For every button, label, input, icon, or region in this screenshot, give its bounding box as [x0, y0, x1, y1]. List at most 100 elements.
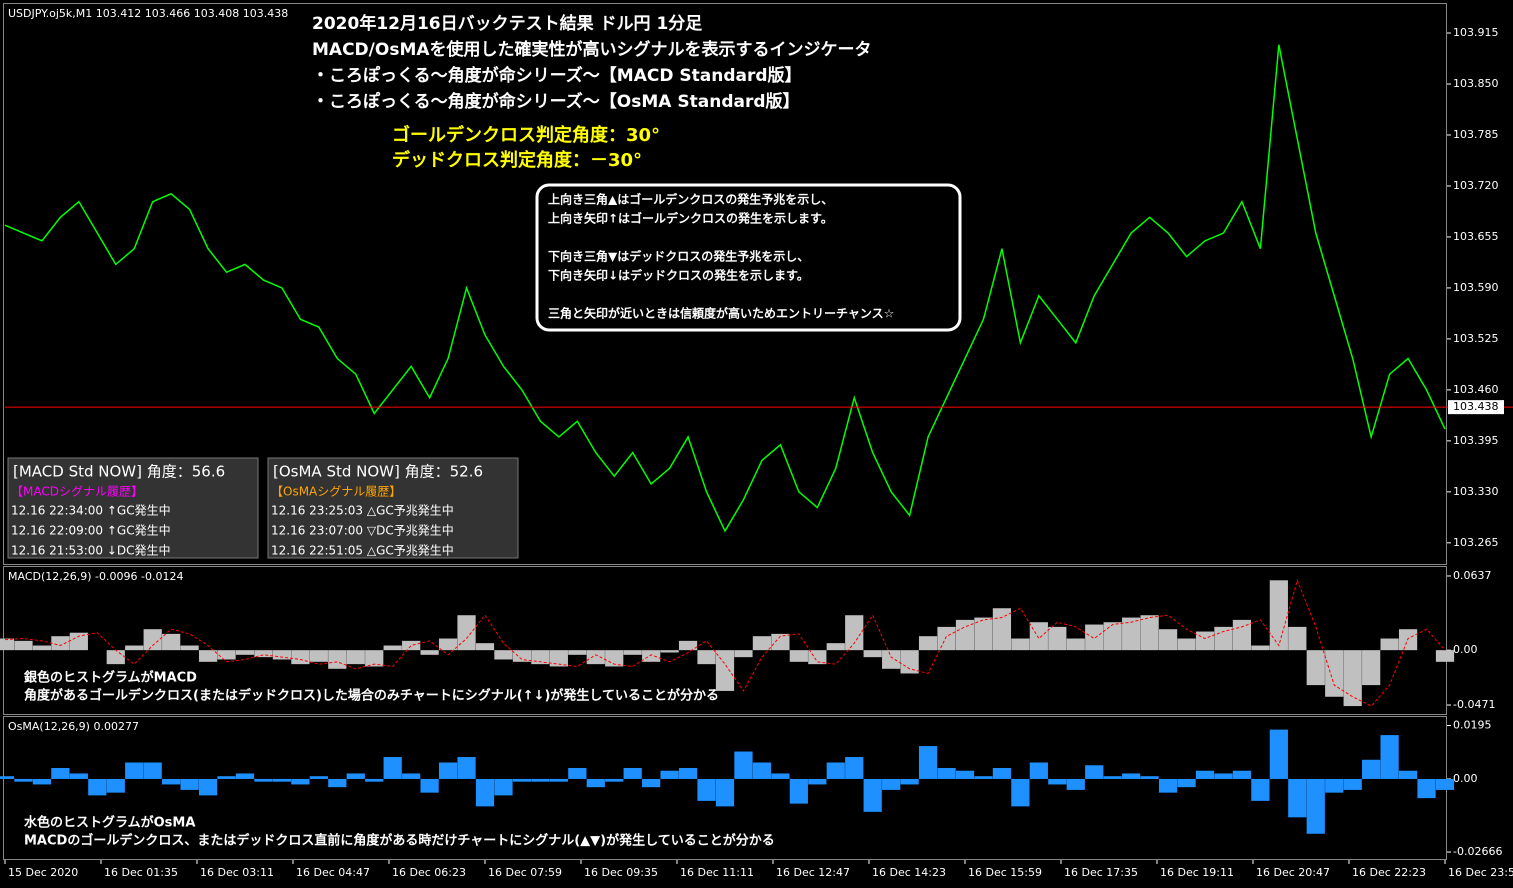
histogram-bar [974, 776, 993, 779]
histogram-bar [955, 770, 975, 779]
histogram-bar [1048, 626, 1067, 651]
histogram-bar [623, 650, 642, 655]
y-tick-label: 103.915 [1453, 26, 1499, 39]
histogram-bar [715, 778, 735, 807]
histogram-bar [1140, 615, 1159, 651]
histogram-bar [272, 650, 292, 660]
histogram-bar [1232, 770, 1252, 779]
histogram-bar [918, 746, 938, 779]
histogram-bar [383, 645, 402, 651]
histogram-bar [1325, 650, 1344, 697]
threshold: ゴールデンクロス判定角度：30° [392, 124, 660, 146]
histogram-bar [69, 632, 88, 651]
histogram-bar [1398, 770, 1418, 779]
histogram-bar [715, 650, 735, 691]
price-frame [3, 3, 1447, 565]
histogram-bar [1029, 762, 1048, 779]
histogram-bar [1011, 778, 1030, 807]
histogram-bar [125, 762, 144, 779]
x-tick-label: 16 Dec 11:11 [680, 866, 754, 879]
histogram-bar [1066, 778, 1085, 790]
annotation: 水色のヒストグラムがOsMA [24, 815, 195, 831]
histogram-bar [1343, 778, 1362, 790]
histogram-bar [1232, 619, 1252, 651]
histogram-bar [918, 636, 938, 651]
histogram-bar [1306, 778, 1325, 834]
histogram-bar [882, 778, 901, 790]
histogram-bar [512, 778, 532, 782]
histogram-bar [1362, 759, 1381, 779]
histogram-bar [734, 751, 753, 779]
x-tick-label: 16 Dec 09:35 [584, 866, 658, 879]
info-title: [OsMA Std NOW] 角度：52.6 [273, 463, 483, 481]
histogram-bar [51, 636, 70, 651]
histogram-bar [1122, 617, 1141, 651]
histogram-bar [678, 640, 698, 651]
histogram-bar [752, 762, 772, 779]
histogram-bar [771, 773, 790, 779]
x-tick-label: 16 Dec 19:11 [1160, 866, 1234, 879]
x-tick-label: 16 Dec 17:35 [1064, 866, 1138, 879]
histogram-bar [309, 776, 328, 779]
histogram-bar [955, 619, 975, 651]
note-line: 三角と矢印が近いときは信頼度が高いためエントリーチャンス☆ [548, 306, 894, 321]
info-row: 12.16 23:25:03 △GC予兆発生中 [271, 503, 454, 518]
x-tick-label: 16 Dec 01:35 [104, 866, 178, 879]
histogram-bar [605, 778, 624, 782]
histogram-bar [106, 778, 125, 793]
histogram-bar [863, 650, 882, 658]
histogram-bar [1435, 650, 1455, 662]
histogram-bar [1343, 650, 1362, 707]
histogram-bar [642, 650, 661, 662]
histogram-bar [734, 650, 753, 658]
histogram-bar [180, 645, 199, 651]
histogram-bar [383, 757, 402, 779]
histogram-bar [697, 650, 716, 665]
y-tick-label: 103.785 [1453, 128, 1499, 141]
histogram-bar [420, 650, 439, 655]
panel-title: OsMA(12,26,9) 0.00277 [8, 720, 139, 733]
histogram-bar [826, 762, 845, 779]
histogram-bar [1195, 631, 1215, 651]
y-tick-label: 103.720 [1453, 179, 1499, 192]
annotation: 銀色のヒストグラムがMACD [24, 670, 197, 686]
histogram-bar [254, 650, 273, 658]
histogram-bar [402, 773, 421, 779]
y-tick-label: 103.460 [1453, 383, 1499, 396]
note-line: 下向き三角▼はデッドクロスの発生予兆を示し、 [548, 249, 809, 264]
histogram-bar [1195, 770, 1215, 779]
histogram-bar [974, 617, 993, 651]
histogram-bar [328, 778, 347, 788]
histogram-bar [1251, 778, 1270, 801]
note-line: 上向き三角▲はゴールデンクロスの発生予兆を示し、 [548, 192, 833, 207]
histogram-bar [1269, 580, 1288, 651]
histogram-bar [217, 776, 236, 779]
info-row: 12.16 22:51:05 △GC予兆発生中 [271, 543, 454, 558]
y-tick-label: 0.0637 [1453, 569, 1492, 582]
histogram-bar [457, 615, 476, 651]
histogram-bar [1122, 773, 1141, 779]
x-tick-label: 16 Dec 20:47 [1256, 866, 1330, 879]
histogram-bar [143, 762, 162, 779]
histogram-bar [475, 643, 495, 651]
histogram-bar [697, 778, 716, 801]
histogram-bar [106, 650, 125, 665]
histogram-bar [1306, 650, 1325, 686]
x-tick-label: 16 Dec 14:23 [872, 866, 946, 879]
histogram-bar [586, 650, 605, 665]
histogram-bar [531, 650, 550, 665]
histogram-bar [1158, 778, 1178, 793]
histogram-bar [475, 778, 495, 807]
histogram-bar [32, 778, 52, 785]
histogram-bar [365, 778, 384, 782]
current-price-box [1448, 400, 1504, 415]
note-line: 下向き矢印↓はデッドクロスの発生を示します。 [548, 268, 809, 283]
histogram-bar [1325, 778, 1344, 793]
histogram-bar [771, 633, 790, 651]
y-tick-label: 0.00 [1453, 643, 1478, 656]
histogram-bar [1011, 638, 1030, 651]
signal-line [4, 578, 1446, 707]
x-tick-label: 16 Dec 06:23 [392, 866, 466, 879]
